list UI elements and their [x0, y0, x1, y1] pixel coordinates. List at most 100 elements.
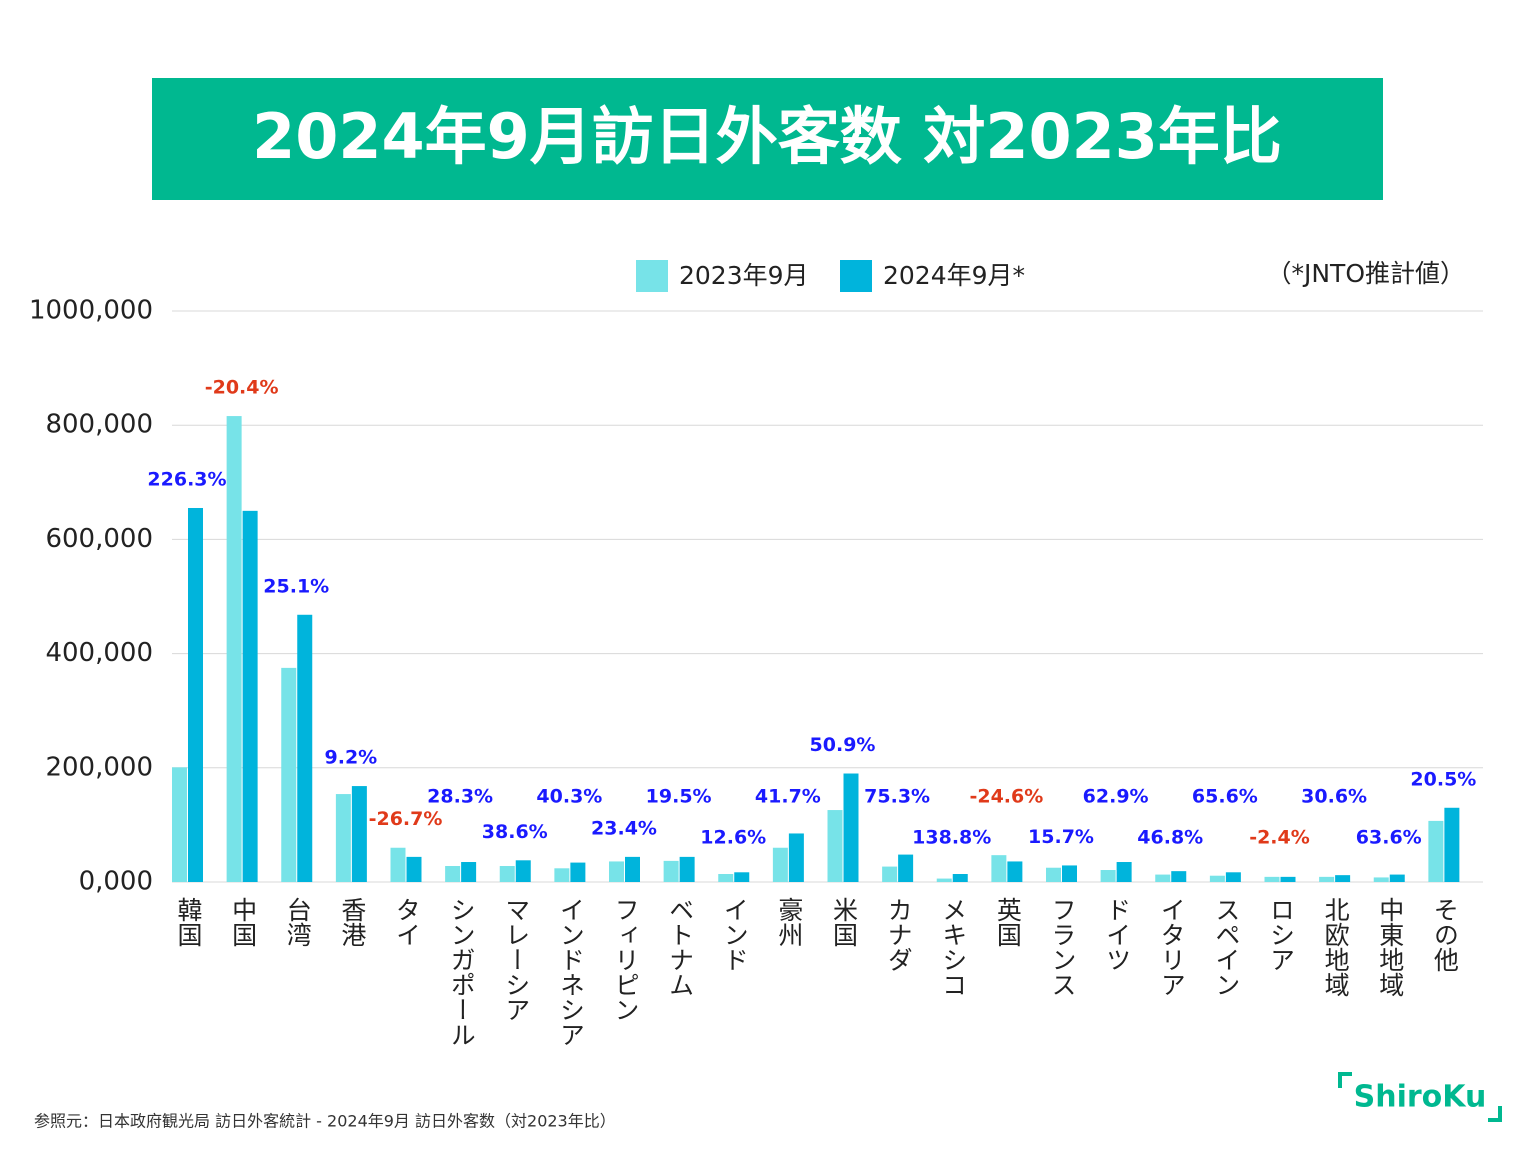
- legend-swatch: [840, 260, 872, 292]
- change-label: -20.4%: [205, 377, 279, 399]
- bar: [172, 767, 187, 882]
- change-label: -24.6%: [969, 786, 1043, 808]
- change-label: 23.4%: [591, 817, 657, 839]
- x-tick-label: ベトナム: [666, 897, 695, 997]
- change-label: 28.3%: [427, 786, 493, 808]
- bar: [515, 860, 531, 882]
- x-tick-label: メキシコ: [939, 897, 968, 997]
- x-tick-label: 英国: [993, 897, 1022, 947]
- change-label: 15.7%: [1028, 826, 1094, 848]
- y-tick-label: 600,000: [45, 524, 153, 554]
- x-tick-label: フィリピン: [611, 897, 640, 1022]
- change-label: 9.2%: [325, 747, 378, 769]
- bar: [1444, 807, 1460, 882]
- bar: [1428, 820, 1444, 882]
- x-tick-label: 台湾: [283, 897, 312, 947]
- y-tick-label: 800,000: [45, 410, 153, 440]
- bar: [461, 862, 477, 882]
- change-label: 25.1%: [263, 575, 329, 597]
- change-label: 12.6%: [700, 827, 766, 849]
- x-tick-label: 中国: [229, 897, 258, 947]
- bar: [1209, 875, 1225, 882]
- y-tick-label: 400,000: [45, 638, 153, 668]
- bar: [570, 862, 586, 882]
- bar: [445, 866, 461, 882]
- bar: [1155, 874, 1171, 882]
- bar: [898, 854, 914, 882]
- change-label: 19.5%: [646, 786, 712, 808]
- bar: [226, 416, 242, 882]
- bar: [609, 861, 624, 882]
- x-tick-label: スペイン: [1212, 897, 1241, 997]
- bar: [554, 868, 570, 882]
- change-label: 63.6%: [1356, 827, 1422, 849]
- y-tick-label: 1000,000: [29, 296, 153, 326]
- x-tick-label: その他: [1430, 897, 1459, 972]
- bar: [188, 507, 203, 882]
- y-tick-label: 200,000: [45, 752, 153, 782]
- logo: ShiroKu: [1354, 1080, 1487, 1115]
- bar: [936, 878, 952, 882]
- change-label: 62.9%: [1083, 786, 1149, 808]
- change-label: 38.6%: [482, 821, 548, 843]
- bar: [1280, 876, 1296, 882]
- bar: [281, 667, 297, 882]
- change-label: 40.3%: [536, 786, 602, 808]
- change-label: -2.4%: [1249, 827, 1310, 849]
- legend-label: 2024年9月*: [883, 261, 1025, 290]
- x-tick-label: ドイツ: [1103, 897, 1132, 972]
- bar: [772, 847, 788, 882]
- logo-bracket: [1338, 1072, 1352, 1088]
- bar: [1373, 877, 1389, 882]
- source: 参照元：日本政府観光局 訪日外客統計 - 2024年9月 訪日外客数（対2023…: [34, 1112, 616, 1131]
- x-tick-label: マレーシア: [502, 897, 531, 1022]
- bar: [242, 510, 258, 882]
- x-tick-label: 香港: [338, 897, 367, 947]
- bar: [679, 856, 695, 882]
- legend-swatch: [636, 260, 668, 292]
- change-label: 20.5%: [1410, 768, 1476, 790]
- x-tick-label: 米国: [830, 897, 859, 947]
- x-tick-label: イタリア: [1157, 897, 1186, 997]
- bar: [991, 855, 1007, 882]
- bar: [1389, 874, 1405, 882]
- change-label: 138.8%: [912, 827, 991, 849]
- change-label: 75.3%: [864, 786, 930, 808]
- bar: [734, 872, 750, 882]
- x-tick-label: ロシア: [1267, 897, 1296, 972]
- bar: [1007, 861, 1023, 882]
- bar: [297, 614, 313, 882]
- bar: [827, 810, 843, 882]
- change-label: 30.6%: [1301, 786, 1367, 808]
- x-tick-label: カナダ: [884, 897, 913, 972]
- bar: [390, 847, 406, 882]
- change-label: -26.7%: [369, 808, 443, 830]
- y-tick-label: 0,000: [79, 867, 153, 897]
- change-label: 226.3%: [147, 468, 226, 490]
- bar: [351, 786, 367, 882]
- bar: [1264, 876, 1280, 882]
- x-tick-label: 中東地域: [1376, 897, 1405, 997]
- bar: [663, 860, 679, 882]
- bar: [335, 794, 351, 882]
- bar: [406, 856, 422, 882]
- x-tick-label: 韓国: [174, 897, 203, 947]
- x-tick-label: 北欧地域: [1321, 897, 1350, 997]
- x-tick-label: シンガポール: [447, 897, 476, 1047]
- bar: [788, 833, 804, 882]
- bar: [843, 773, 859, 882]
- bar: [718, 874, 734, 882]
- bar: [1319, 876, 1335, 882]
- bar: [1062, 865, 1077, 882]
- bar: [1335, 875, 1351, 882]
- bar: [952, 874, 968, 882]
- x-tick-label: インド: [720, 897, 749, 972]
- legend-label: 2023年9月: [679, 261, 809, 290]
- bar: [1171, 871, 1187, 882]
- x-tick-label: タイ: [393, 897, 422, 947]
- x-tick-label: フランス: [1048, 897, 1077, 997]
- note: （*JNTO推計値）: [1266, 259, 1465, 288]
- change-label: 65.6%: [1192, 786, 1258, 808]
- bar: [1100, 870, 1116, 882]
